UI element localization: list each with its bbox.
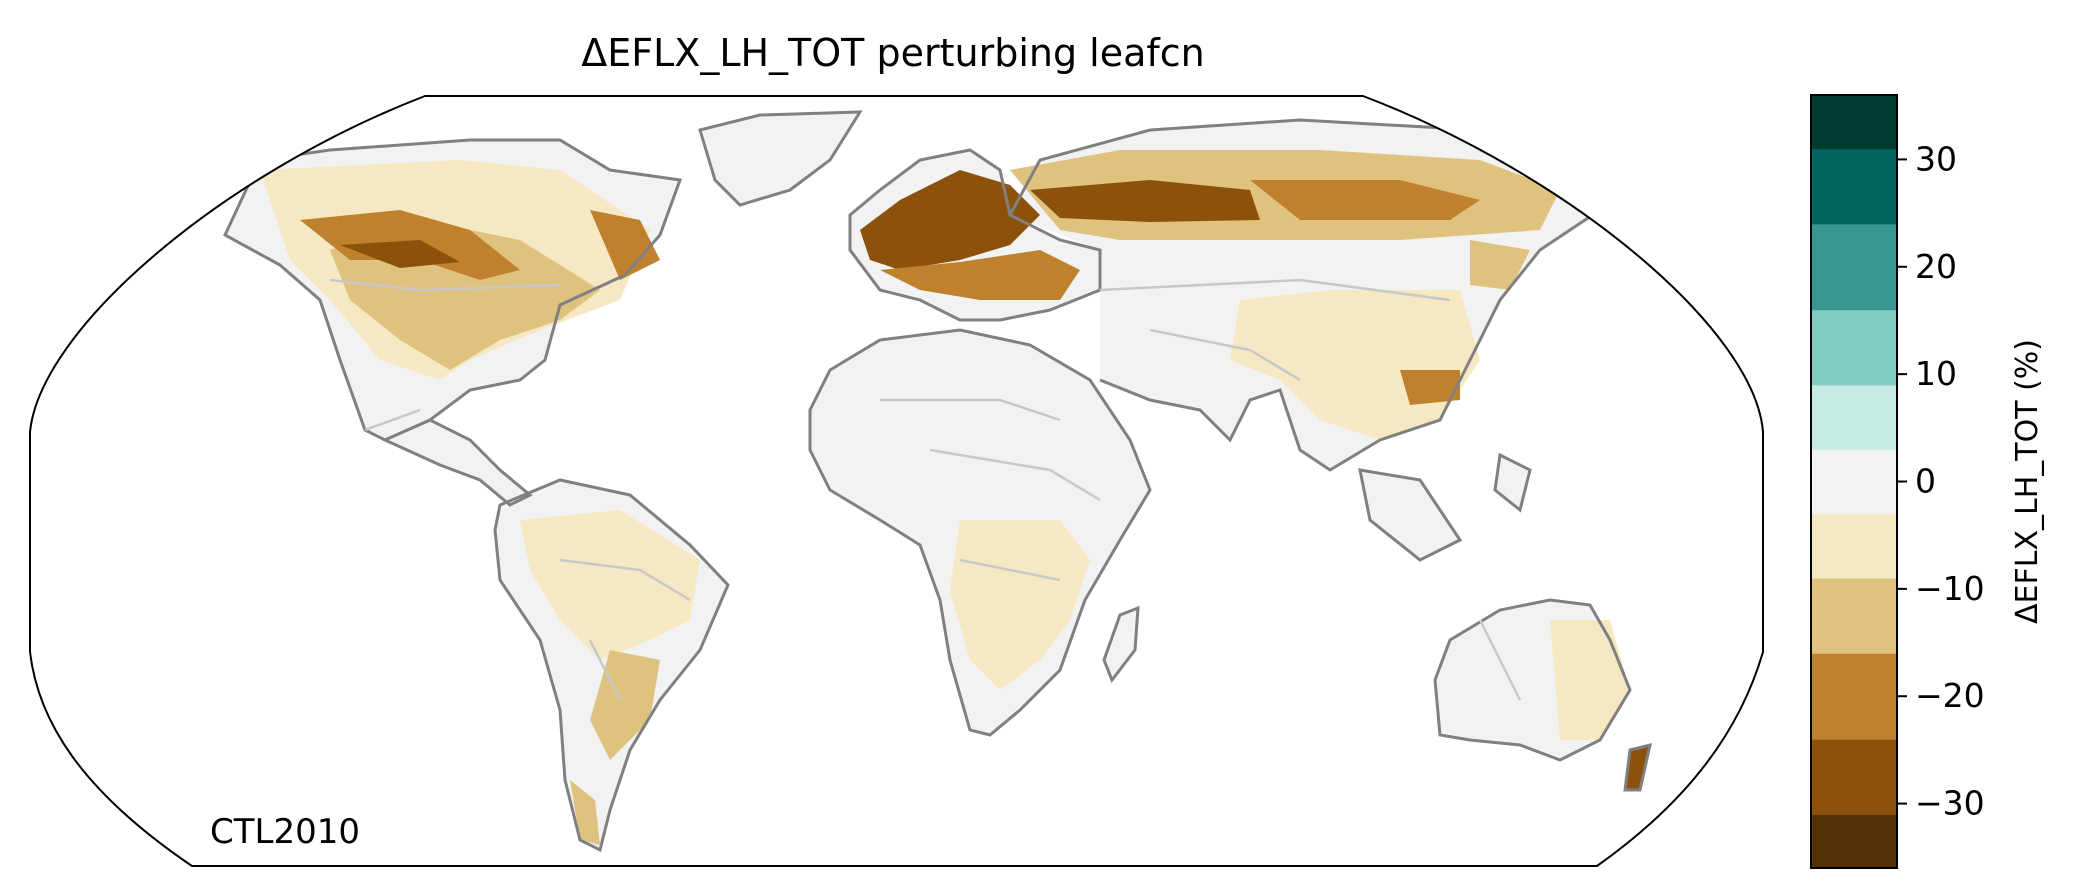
colorbar-tick-label: 0 [1915,462,1936,501]
colorbar-bin [1811,95,1897,150]
colorbar-bins [1811,95,1897,869]
colorbar-bin [1811,223,1897,311]
change-shading [260,150,1650,845]
globe-outline [29,95,1764,867]
colorbar-bin [1811,309,1897,386]
colorbar-label: ΔEFLX_LH_TOT (%) [2010,339,2045,624]
colorbar: 30 20 10 0 −10 −20 −30 ΔEFLX_LH_TOT (%) [1810,94,2045,869]
colorbar-ticks: 30 20 10 0 −10 −20 −30 [1897,139,1985,823]
colorbar-bin [1811,384,1897,450]
run-label: CTL2010 [210,812,360,852]
world-map [223,110,1652,853]
colorbar-tick-label: −10 [1915,569,1985,608]
colorbar-bin [1811,148,1897,225]
colorbar-bin [1811,513,1897,579]
colorbar-tick-label: −20 [1915,676,1985,715]
colorbar-tick-label: −30 [1915,784,1985,823]
colorbar-bin [1811,814,1897,869]
colorbar-tick-label: 10 [1915,354,1957,393]
colorbar-tick-label: 30 [1915,139,1957,178]
colorbar-bin [1811,739,1897,815]
map-title: ΔEFLX_LH_TOT perturbing leafcn [581,31,1205,75]
colorbar-bin [1811,578,1897,654]
colorbar-bin [1811,449,1897,515]
colorbar-bin [1811,653,1897,740]
colorbar-tick-label: 20 [1915,247,1957,286]
country-borders [329,278,1522,701]
coastlines [223,110,1652,853]
